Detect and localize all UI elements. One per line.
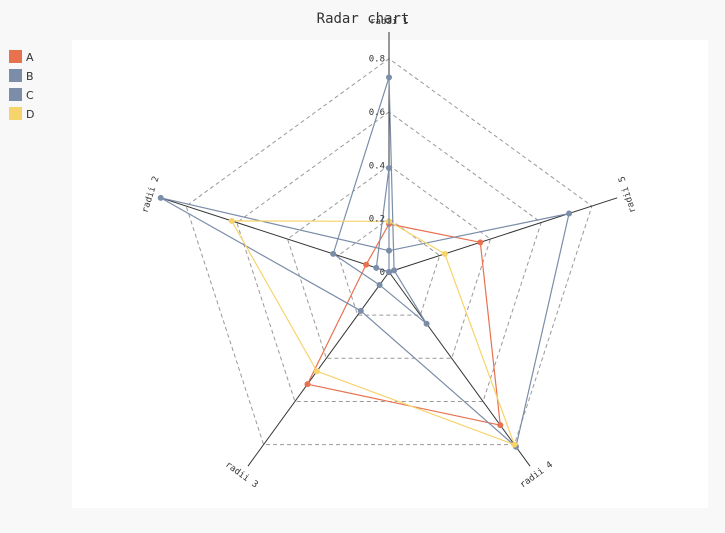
grid-ring — [337, 218, 441, 316]
data-point — [386, 269, 392, 275]
data-point — [330, 250, 337, 257]
data-point — [386, 165, 392, 171]
legend-label: A — [26, 51, 34, 64]
series-line-d — [231, 220, 515, 446]
series-line-c — [332, 76, 428, 325]
legend-swatch — [9, 50, 22, 63]
legend-item[interactable]: C — [9, 88, 34, 102]
tick-label: 0 — [380, 268, 385, 278]
legend-item[interactable]: D — [9, 107, 34, 121]
tick-label: 0.4 — [369, 161, 385, 171]
axis-line — [160, 197, 390, 273]
tick-label: 0.6 — [369, 108, 385, 118]
data-point — [376, 281, 383, 288]
series-line-extra — [375, 167, 390, 273]
data-point — [373, 264, 380, 271]
data-point — [423, 320, 430, 327]
chart-title: Radar chart — [317, 11, 410, 27]
axis-line — [388, 197, 618, 273]
series-layer — [157, 74, 573, 450]
data-point — [477, 239, 484, 246]
grid-ring — [185, 58, 593, 446]
data-point — [304, 381, 311, 388]
legend-swatch — [9, 88, 22, 101]
series-line-a — [306, 223, 501, 426]
axis-label: radii 1 — [370, 17, 408, 27]
data-point — [313, 368, 320, 375]
legend-label: D — [26, 108, 34, 121]
axis-line — [388, 271, 531, 467]
legend-swatch — [9, 69, 22, 82]
legend-label: B — [26, 70, 34, 83]
data-point — [511, 441, 518, 448]
data-point — [566, 210, 573, 217]
data-point — [391, 267, 398, 274]
data-point — [228, 217, 235, 224]
legend-item[interactable]: A — [9, 50, 34, 64]
data-point — [157, 194, 164, 201]
legend-item[interactable]: B — [9, 69, 34, 83]
tick-label: 0.2 — [369, 215, 385, 225]
data-point — [363, 261, 370, 268]
legend-label: C — [26, 89, 34, 102]
legend-swatch — [9, 107, 22, 120]
series-line-b — [160, 197, 570, 448]
data-point — [497, 422, 504, 429]
data-point — [386, 74, 392, 81]
data-point — [357, 307, 364, 314]
data-point — [441, 250, 448, 257]
tick-label: 0.8 — [369, 55, 385, 65]
tick-layer: 0 0.2 0.4 0.6 0.8 — [369, 55, 385, 278]
